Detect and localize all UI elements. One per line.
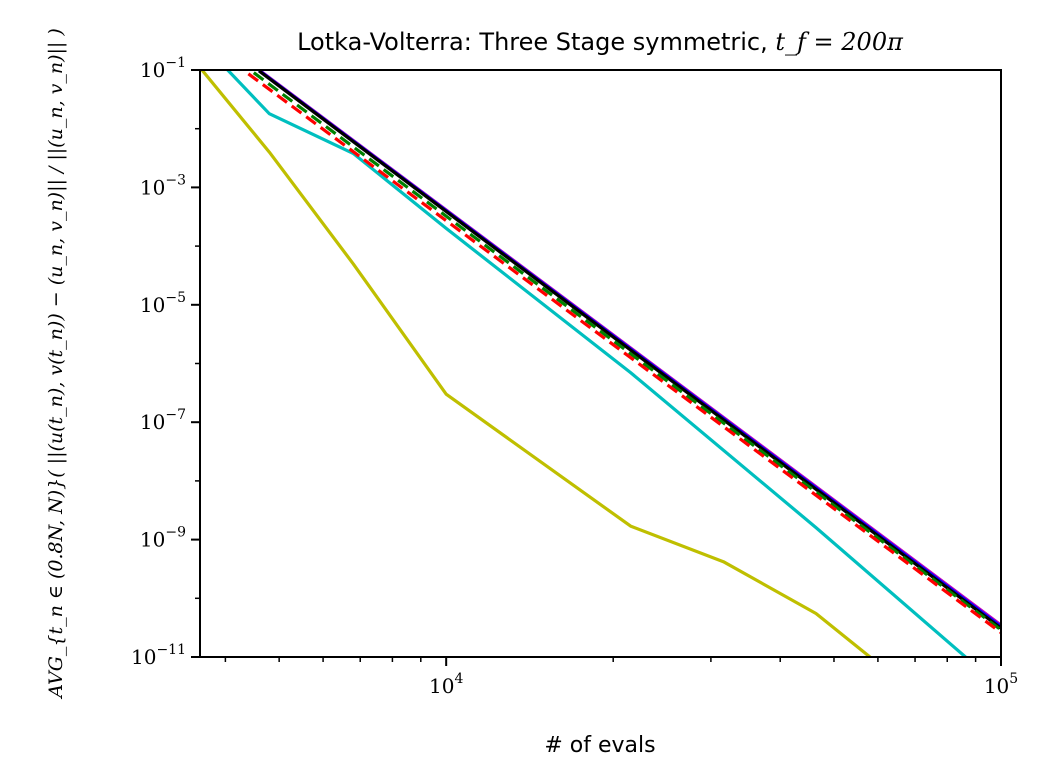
y-tick-label: 10−7 xyxy=(140,407,186,434)
y-tick-label: 10−1 xyxy=(140,55,186,82)
plot-frame xyxy=(199,69,1002,658)
x-tick-label: 104 xyxy=(429,671,463,698)
y-tick-label: 10−5 xyxy=(140,290,186,317)
y-tick-label: 10−3 xyxy=(140,172,186,199)
series-line-6 xyxy=(247,72,1001,634)
chart-title: Lotka-Volterra: Three Stage symmetric, t… xyxy=(297,28,904,56)
tick-layer: 104 105 10−1 10−3 10−5 10−7 10−9 10−11 xyxy=(131,55,1018,698)
y-axis-label: AVG_{t_n ∈ (0.8N, N)}( ||(u(t_n), v(t_n)… xyxy=(45,28,67,700)
y-tick-label: 10−11 xyxy=(131,642,186,669)
series-line-1 xyxy=(225,70,968,657)
series-line-4 xyxy=(258,70,1001,630)
y-tick-label: 10−9 xyxy=(140,525,186,552)
x-axis-label: # of evals xyxy=(544,733,655,758)
x-tick-label: 105 xyxy=(984,671,1018,698)
series-line-0 xyxy=(200,70,873,657)
series-line-5 xyxy=(252,71,1001,632)
series-layer xyxy=(200,70,1001,657)
